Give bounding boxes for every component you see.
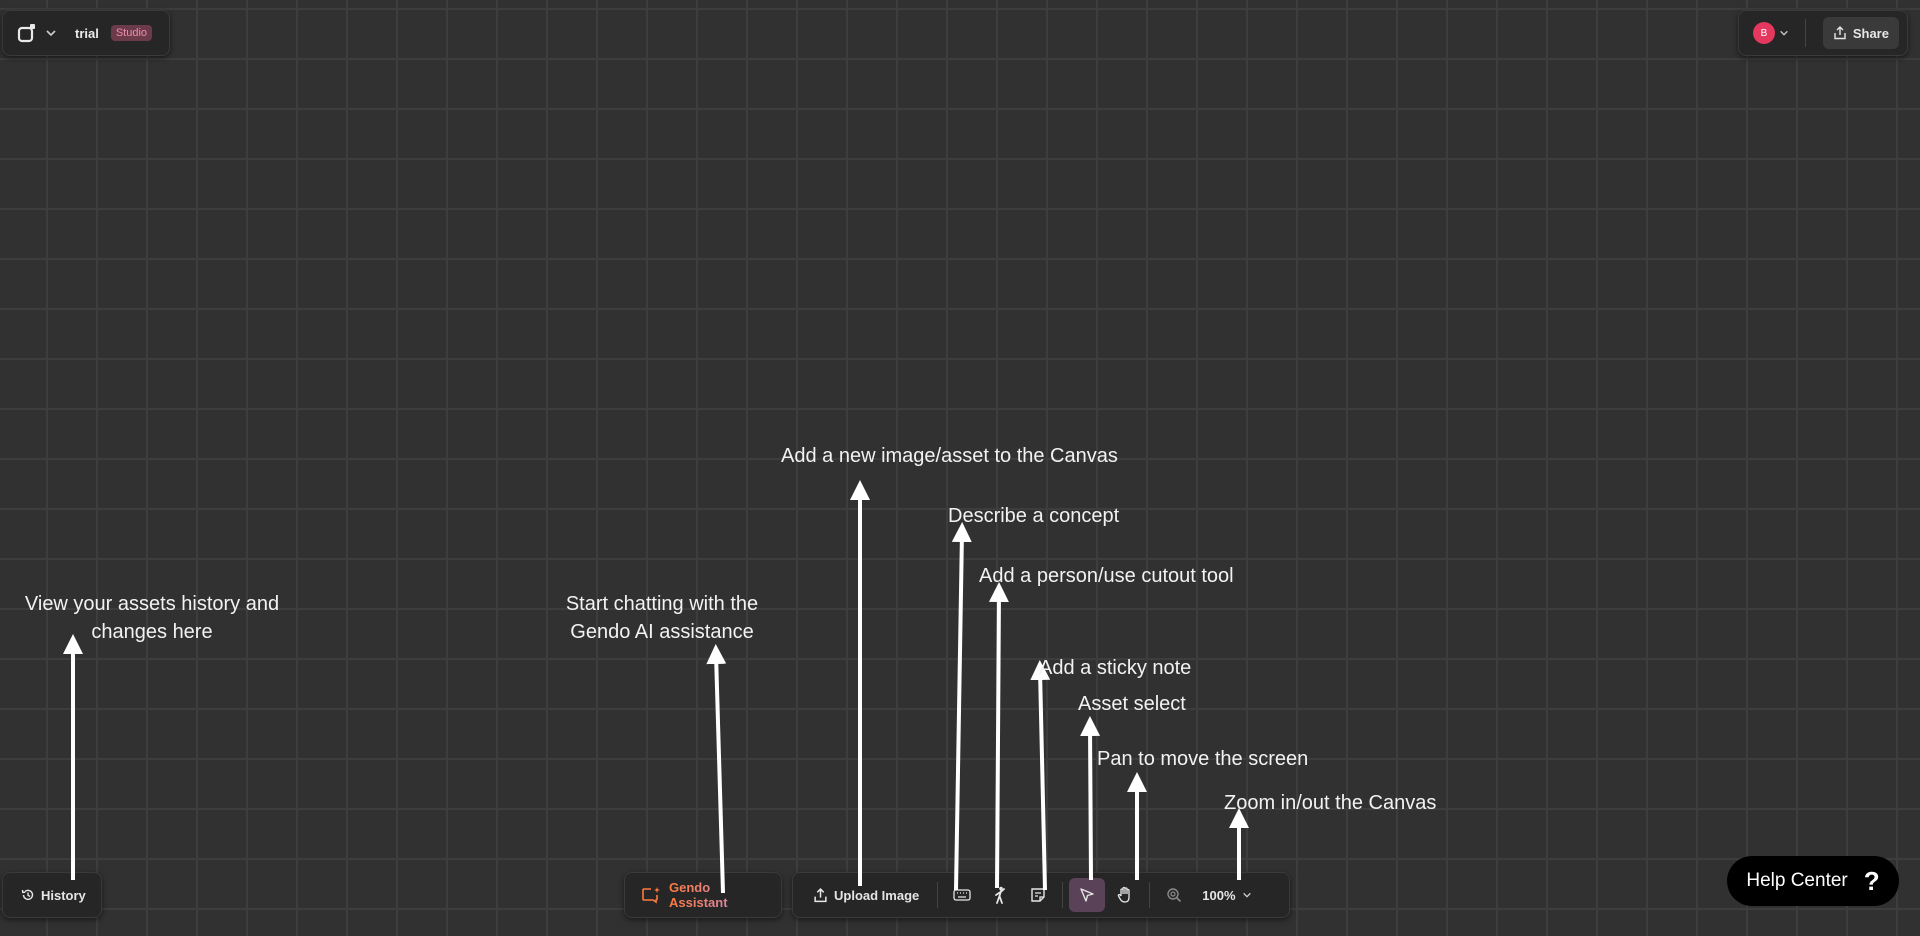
chevron-down-icon[interactable] (1779, 28, 1789, 38)
user-menu[interactable]: B (1747, 22, 1789, 44)
person-cutout-button[interactable] (982, 878, 1018, 912)
share-label: Share (1852, 25, 1889, 41)
annotation-gendo-line1: Start chatting with the (565, 593, 759, 615)
assistant-panel: Gendo Assistant (624, 872, 782, 918)
upload-image-button[interactable]: Upload Image (801, 878, 931, 912)
annotation-describe: Describe a concept (948, 505, 1120, 527)
pan-tool-button[interactable] (1107, 878, 1143, 912)
upload-image-label: Upload Image (834, 887, 920, 903)
divider (1062, 882, 1064, 908)
annotation-pan: Pan to move the screen (1097, 748, 1309, 770)
question-mark-icon: ? (1863, 865, 1880, 896)
select-arrow (1080, 716, 1101, 881)
help-center-label: Help Center (1746, 870, 1848, 891)
project-menu: trial Studio (2, 10, 170, 56)
cursor-icon (1079, 887, 1095, 903)
annotation-gendo: Start chatting with the Gendo AI assista… (548, 590, 776, 646)
sticky-arrow (1030, 660, 1051, 891)
chat-sparkle-icon (641, 886, 661, 904)
app-logo-icon[interactable] (17, 23, 37, 43)
zoom-fit-button[interactable] (1156, 878, 1192, 912)
zoom-level-value: 100% (1202, 887, 1236, 903)
chevron-down-icon (1242, 890, 1252, 900)
project-name[interactable]: trial (75, 25, 99, 41)
gendo-assistant-label: Gendo Assistant (669, 880, 765, 910)
person-icon (992, 886, 1008, 904)
main-toolbar: Upload Image (792, 872, 1290, 918)
annotation-upload: Add a new image/asset to the Canvas (781, 445, 1118, 467)
avatar[interactable]: B (1753, 22, 1775, 44)
describe-prompt-button[interactable] (944, 878, 980, 912)
keyboard-icon (953, 888, 971, 902)
gendo-arrow (706, 644, 727, 894)
hand-icon (1116, 886, 1134, 904)
divider (937, 882, 939, 908)
select-tool-button[interactable] (1069, 878, 1106, 912)
upload-icon (813, 887, 828, 903)
history-icon (21, 888, 35, 902)
share-icon (1833, 26, 1847, 40)
chevron-down-icon[interactable] (45, 27, 57, 39)
annotation-sticky: Add a sticky note (1039, 657, 1192, 679)
describe-arrow (951, 522, 972, 891)
top-right-controls: B Share (1738, 10, 1908, 56)
annotation-gendo-line2: Gendo AI assistance (570, 621, 754, 643)
annotation-person: Add a person/use cutout tool (979, 565, 1234, 587)
studio-badge: Studio (110, 25, 153, 41)
zoom-level-dropdown[interactable]: 100% (1194, 878, 1259, 912)
help-center-button[interactable]: Help Center ? (1727, 856, 1899, 906)
annotation-zoom: Zoom in/out the Canvas (1224, 792, 1437, 814)
history-label: History (41, 887, 86, 903)
share-button[interactable]: Share (1822, 17, 1899, 49)
annotation-history: View your assets history and changes her… (10, 590, 294, 646)
divider (1805, 19, 1807, 47)
gendo-assistant-button[interactable]: Gendo Assistant (631, 878, 775, 912)
annotation-select: Asset select (1078, 693, 1186, 715)
sticky-note-icon (1030, 887, 1046, 903)
zoom-icon (1165, 886, 1183, 904)
person-arrow (988, 582, 1009, 889)
annotation-history-line1: View your assets history and (24, 593, 280, 615)
divider (1149, 882, 1151, 908)
annotation-history-line2: changes here (91, 621, 213, 643)
sticky-note-button[interactable] (1020, 878, 1056, 912)
history-panel: History (2, 872, 102, 918)
history-button[interactable]: History (9, 878, 98, 912)
